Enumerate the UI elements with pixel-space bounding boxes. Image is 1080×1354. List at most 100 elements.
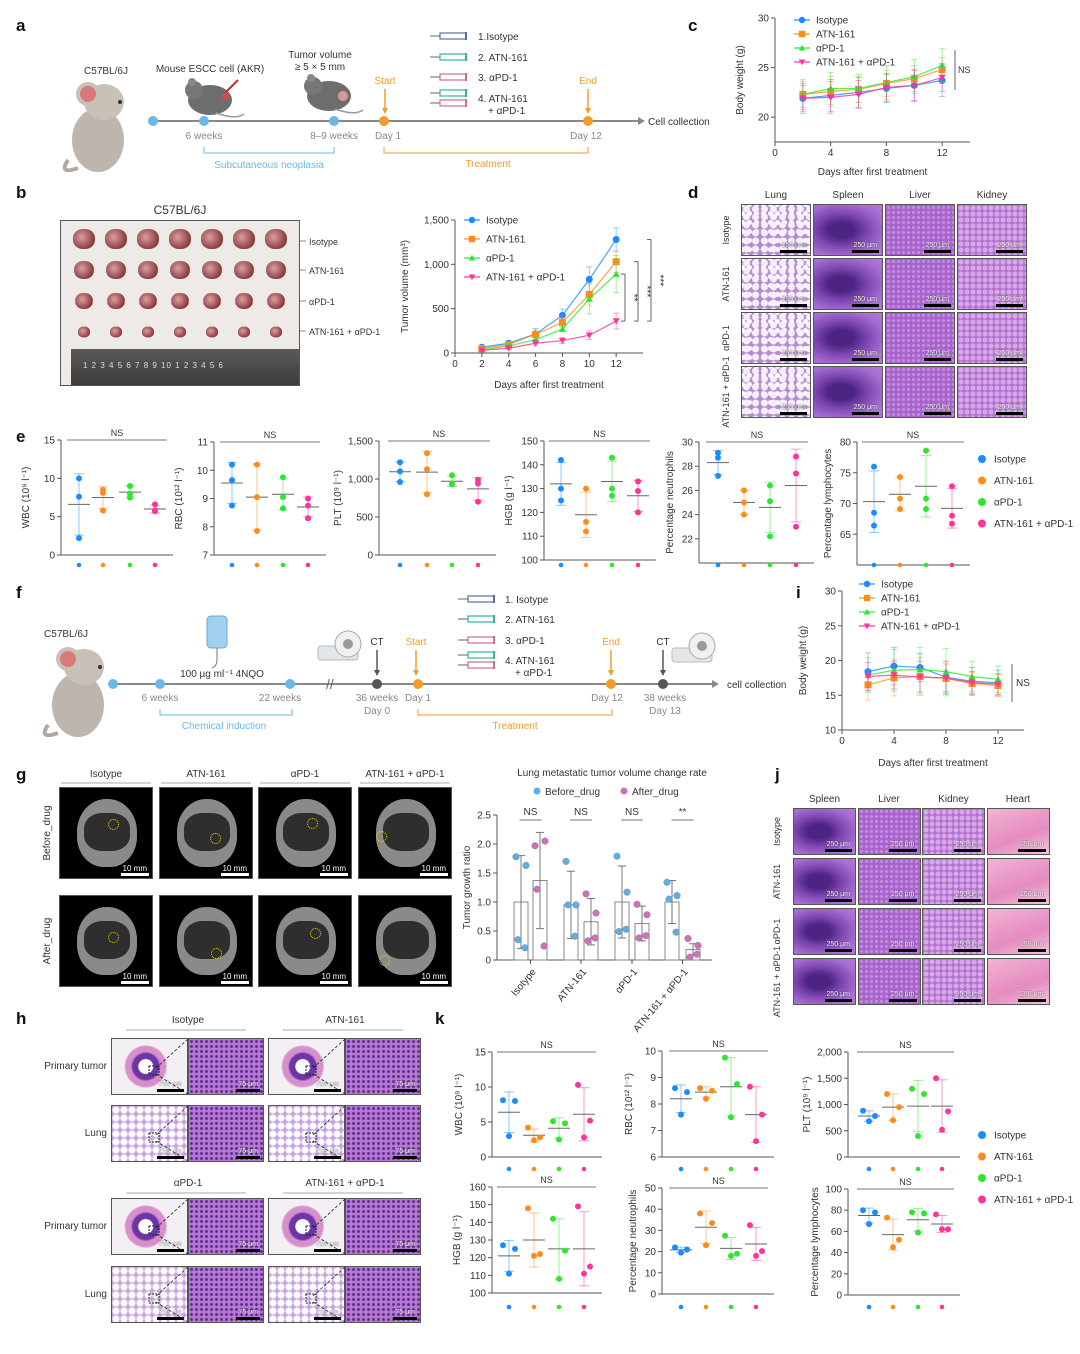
ct-lung-region xyxy=(382,921,429,959)
tumor-roi-marker xyxy=(209,833,221,844)
scale-bar-label: 250 μm xyxy=(779,350,807,361)
data-point xyxy=(890,1117,896,1124)
legend-label: Isotype xyxy=(994,455,1027,466)
y-tick-label: 0 xyxy=(485,956,491,967)
zoom-region-box xyxy=(148,1065,160,1076)
significance-label: ** xyxy=(679,807,687,818)
syringe-atn161-icon xyxy=(467,615,495,623)
data-point xyxy=(550,1118,556,1125)
timeline-arrowhead xyxy=(638,117,645,125)
data-point xyxy=(280,494,286,501)
legend-marker xyxy=(798,16,806,24)
data-point xyxy=(100,489,106,496)
x-tick-label: 12 xyxy=(992,736,1004,747)
legend-marker xyxy=(798,30,806,38)
end-label: End xyxy=(579,76,597,87)
excised-tumor xyxy=(269,326,283,338)
y-tick-label: 1,500 xyxy=(817,1074,842,1085)
legend-marker xyxy=(863,580,871,588)
legend-marker xyxy=(533,787,541,795)
panel-label-e: e xyxy=(16,427,25,446)
data-point xyxy=(945,1226,951,1233)
excised-tumor xyxy=(265,229,287,249)
y-axis-label: WBC (10⁹ l⁻¹) xyxy=(454,1074,465,1136)
syringe-apd1-icon xyxy=(467,636,495,644)
group-key-dot xyxy=(728,1166,734,1172)
series-line xyxy=(481,273,617,351)
data-point xyxy=(525,1205,531,1212)
x-tick-label: 4 xyxy=(891,736,897,747)
data-point xyxy=(759,1248,765,1255)
scale-bar-label: 750 μm xyxy=(313,1148,341,1159)
legend-marker xyxy=(978,498,986,506)
data-point xyxy=(575,1081,581,1088)
y-tick-label: 10 xyxy=(825,726,837,737)
x-axis-label: Days after first treatment xyxy=(494,380,604,391)
column-header: Lung xyxy=(765,190,787,201)
ct-lung-region xyxy=(382,813,429,851)
legend-label: ATN-161 + αPD-1 xyxy=(994,1195,1074,1206)
y-tick-label: 100 xyxy=(469,1289,486,1300)
y-tick-label: 1,000 xyxy=(817,1100,842,1111)
data-point xyxy=(533,885,541,893)
legend-label: ATN-161 + αPD-1 xyxy=(816,58,896,69)
scale-bar-label: 250 μm xyxy=(995,404,1023,415)
significance-label: NS xyxy=(625,807,639,818)
scale-bar-label: 10 mm xyxy=(319,973,348,984)
data-point xyxy=(537,1134,543,1141)
panel-label-g: g xyxy=(16,765,26,784)
arrowhead xyxy=(374,670,380,676)
y-axis-label: Percentage lymphocytes xyxy=(823,449,834,559)
treatment-label: 1. Isotype xyxy=(505,595,549,606)
data-point xyxy=(915,1229,921,1236)
x-tick-label: 4 xyxy=(506,359,512,370)
data-point xyxy=(722,1232,728,1239)
treatment-label: 4. ATN-161 xyxy=(505,656,555,667)
data-point xyxy=(475,498,481,505)
zoom-guide-line xyxy=(312,1140,346,1162)
x-tick-label: 0 xyxy=(839,736,845,747)
excised-tumor xyxy=(73,229,95,249)
scale-bar-label: 250 μm xyxy=(824,941,852,952)
data-point xyxy=(871,463,877,470)
data-point xyxy=(505,345,513,352)
scale-bar-label: 250 μm xyxy=(851,296,879,307)
mouse-illustration xyxy=(42,647,104,738)
group-key-dot xyxy=(793,562,799,568)
data-point xyxy=(562,857,570,865)
y-tick-label: 20 xyxy=(831,1269,843,1280)
data-point xyxy=(512,1098,518,1104)
ct-label: CT xyxy=(656,637,669,648)
tumor-bearing-mouse-icon xyxy=(185,78,245,118)
y-tick-label: 10 xyxy=(645,1268,657,1279)
zoom-guide-line xyxy=(312,1073,346,1095)
data-point xyxy=(933,1211,939,1218)
series-line xyxy=(867,665,999,684)
y-axis-label: Body weight (g) xyxy=(798,626,809,695)
ct-label: CT xyxy=(370,637,383,648)
group-key-dot xyxy=(100,562,106,568)
row-label: Primary tumor xyxy=(44,1221,107,1232)
histology-image: 250 μm xyxy=(922,858,985,905)
zoom-guide-line xyxy=(155,1233,189,1255)
excised-tumor xyxy=(75,293,93,309)
ct-scan-image: 10 mm xyxy=(258,895,352,987)
scale-bar-label: 10 mm xyxy=(319,865,348,876)
scale-bar-label: 750 μm xyxy=(156,1148,184,1159)
scale-bar-label: 75 μm xyxy=(236,1148,260,1159)
data-point xyxy=(949,512,955,519)
data-point xyxy=(424,450,430,457)
data-point xyxy=(897,495,903,502)
y-tick-label: 25 xyxy=(758,63,770,74)
data-point xyxy=(585,295,593,302)
scale-bar-label: 250 μm xyxy=(923,242,951,253)
histology-magnified-image: 75 μm xyxy=(188,1266,264,1323)
y-tick-label: 7 xyxy=(650,1126,656,1137)
histology-image: 250 μm xyxy=(885,366,955,418)
data-point xyxy=(229,477,235,484)
phase-label: Treatment xyxy=(465,159,510,170)
data-point xyxy=(703,1095,709,1102)
y-tick-label: 100 xyxy=(521,556,538,567)
